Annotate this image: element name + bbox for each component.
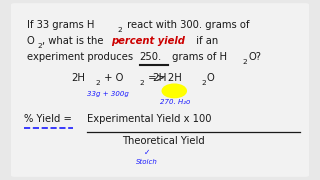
Text: O: O: [207, 73, 215, 84]
Text: grams of H: grams of H: [169, 52, 227, 62]
Text: , what is the: , what is the: [42, 36, 107, 46]
Text: 2: 2: [117, 27, 122, 33]
Text: ✓: ✓: [144, 148, 150, 158]
Text: + O: + O: [101, 73, 124, 84]
Text: 270. H₂o: 270. H₂o: [160, 99, 190, 105]
FancyBboxPatch shape: [11, 3, 309, 177]
Text: if an: if an: [193, 36, 219, 46]
Text: % Yield =: % Yield =: [24, 114, 75, 124]
Text: O?: O?: [249, 52, 262, 62]
Text: 2: 2: [243, 59, 247, 65]
Text: Experimental Yield x 100: Experimental Yield x 100: [87, 114, 212, 124]
Text: experiment produces: experiment produces: [27, 52, 136, 62]
Text: 2: 2: [201, 80, 206, 86]
Text: 2: 2: [38, 43, 43, 49]
Text: 250.: 250.: [140, 52, 162, 62]
Text: O: O: [27, 36, 35, 46]
Text: react with 300. grams of: react with 300. grams of: [124, 20, 249, 30]
Text: 2: 2: [140, 80, 144, 86]
Text: If 33 grams H: If 33 grams H: [27, 20, 94, 30]
Text: 33g + 300g: 33g + 300g: [87, 91, 129, 96]
Text: Stoich: Stoich: [136, 159, 158, 165]
Text: 2H: 2H: [71, 73, 85, 84]
Text: => 2H: => 2H: [145, 73, 182, 84]
Text: Theoretical Yield: Theoretical Yield: [122, 136, 205, 145]
Text: 2: 2: [95, 80, 100, 86]
Circle shape: [162, 84, 186, 98]
Text: percent yield: percent yield: [111, 36, 185, 46]
Text: 2H: 2H: [153, 73, 167, 84]
